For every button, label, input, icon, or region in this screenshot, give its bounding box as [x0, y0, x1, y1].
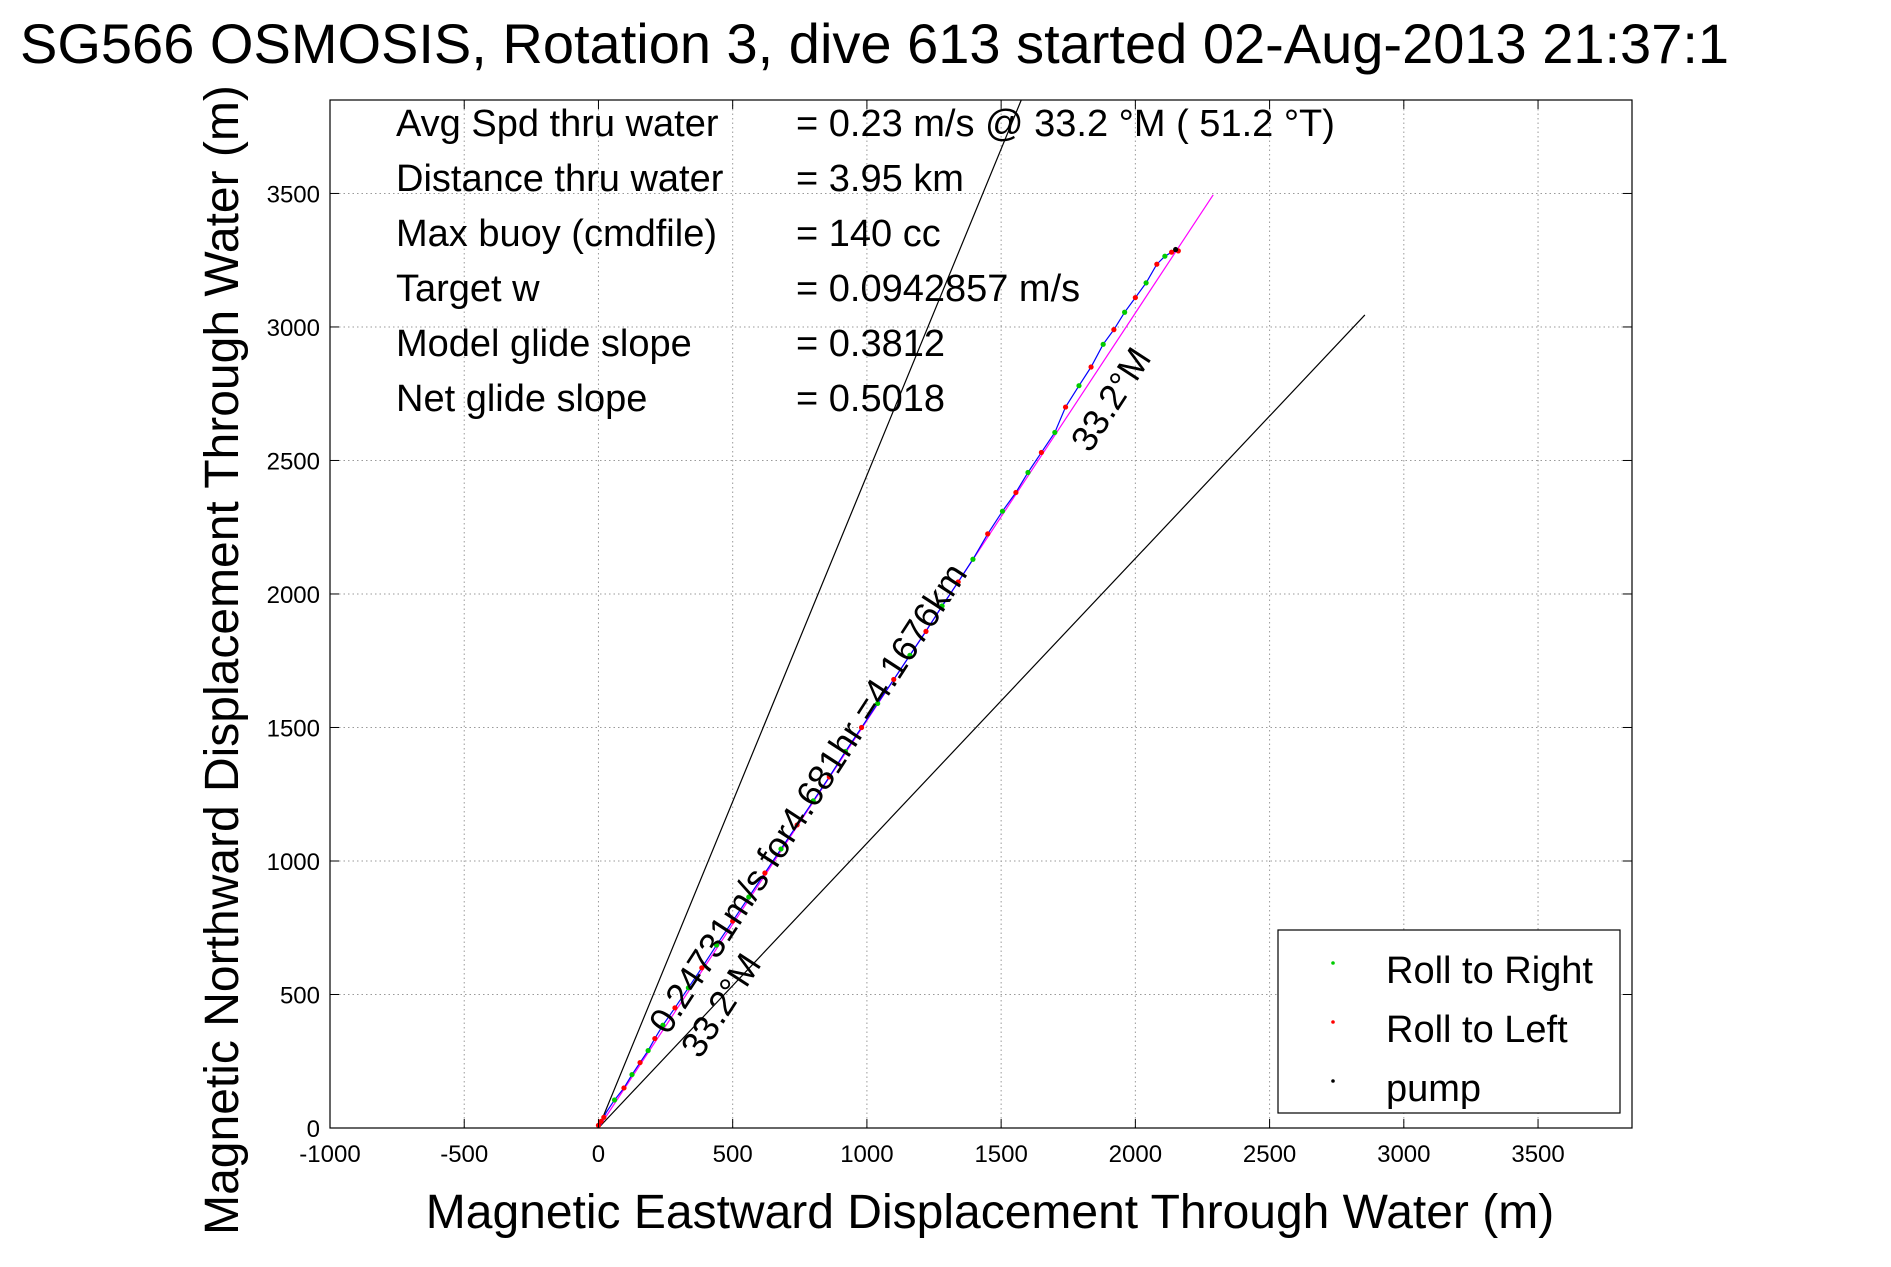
summary-value-model-glide: = 0.3812 — [796, 323, 945, 365]
summary-text: Avg Spd thru water = 0.23 m/s @ 33.2 °M … — [396, 103, 1335, 420]
summary-value-target-w: = 0.0942857 m/s — [796, 268, 1080, 310]
point-roll-to-left — [858, 724, 865, 731]
summary-label-net-glide: Net glide slope — [396, 378, 647, 420]
point-roll-to-right — [999, 508, 1006, 514]
point-roll-to-left — [1169, 249, 1175, 255]
point-roll-to-right — [629, 1071, 635, 1078]
point-roll-to-left — [601, 1114, 607, 1120]
point-roll-to-right — [907, 652, 913, 658]
summary-label-max-buoy: Max buoy (cmdfile) — [396, 213, 717, 255]
point-roll-to-left — [1154, 261, 1160, 267]
point-pump — [1173, 246, 1179, 253]
x-tick-label: -500 — [440, 1141, 488, 1168]
point-roll-to-left — [891, 676, 897, 683]
point-roll-to-right — [1143, 280, 1149, 286]
point-roll-to-left — [730, 918, 736, 924]
y-tick-label: 1000 — [267, 849, 320, 876]
x-tick-label: 3500 — [1511, 1141, 1564, 1168]
point-roll-to-left — [985, 531, 991, 537]
point-roll-to-right — [1025, 469, 1031, 476]
point-roll-to-left — [637, 1059, 643, 1066]
x-tick-label: 0 — [592, 1141, 605, 1168]
point-roll-to-left — [1062, 404, 1069, 410]
x-tick-label: 1000 — [840, 1141, 893, 1168]
chart-title: SG566 OSMOSIS, Rotation 3, dive 613 star… — [20, 12, 1729, 75]
summary-label-model-glide: Model glide slope — [396, 323, 692, 365]
reference-line-lower-bound — [598, 314, 1366, 1129]
summary-label-distance: Distance thru water — [396, 158, 724, 200]
point-roll-to-right — [1076, 383, 1082, 389]
y-tick-label: 3500 — [267, 181, 320, 208]
point-roll-to-left — [699, 965, 705, 971]
y-tick-label: 500 — [280, 982, 320, 1009]
legend-marker-roll-right — [1331, 961, 1335, 965]
y-tick-label: 0 — [307, 1116, 320, 1143]
point-roll-to-left — [598, 1118, 604, 1124]
point-roll-to-right — [611, 1097, 618, 1103]
point-roll-to-left — [1088, 364, 1094, 370]
y-tick-label: 2500 — [267, 448, 320, 475]
point-roll-to-right — [939, 603, 945, 609]
point-roll-to-left — [794, 822, 800, 828]
legend-marker-pump — [1331, 1079, 1335, 1083]
point-roll-to-right — [660, 1022, 666, 1028]
x-tick-label: 3000 — [1377, 1141, 1430, 1168]
point-roll-to-right — [1122, 309, 1128, 315]
point-roll-to-left — [955, 579, 961, 585]
axis-ticks: -1000 -500 0 500 1000 1500 2000 2500 3000 3500 0 50… — [267, 100, 1632, 1168]
point-roll-to-left — [1132, 294, 1138, 301]
point-roll-to-left — [1111, 327, 1117, 333]
point-roll-to-left — [1013, 489, 1019, 496]
legend-label-roll-left: Roll to Left — [1386, 1009, 1568, 1051]
x-tick-label: 500 — [713, 1141, 753, 1168]
summary-value-net-glide: = 0.5018 — [796, 378, 945, 420]
plot-frame — [329, 99, 1633, 1129]
y-tick-label: 3000 — [267, 315, 320, 342]
point-roll-to-left — [1038, 449, 1045, 456]
point-roll-to-right — [645, 1047, 651, 1054]
point-roll-to-right — [1162, 253, 1168, 259]
x-axis-label: Magnetic Eastward Displacement Through W… — [426, 1186, 1554, 1239]
legend-box — [1277, 929, 1621, 1114]
x-tick-label: 2000 — [1109, 1141, 1162, 1168]
point-roll-to-right — [1052, 429, 1058, 436]
data-points — [595, 246, 1181, 1128]
y-axis-label: Magnetic Northward Displacement Through … — [196, 85, 249, 1235]
y-tick-label: 1500 — [267, 715, 320, 742]
summary-label-avg-speed: Avg Spd thru water — [396, 103, 719, 145]
point-roll-to-left — [923, 628, 929, 634]
x-tick-label: 2500 — [1243, 1141, 1296, 1168]
point-roll-to-left — [621, 1085, 627, 1091]
point-roll-to-right — [713, 942, 720, 948]
point-roll-to-left — [762, 870, 768, 876]
x-tick-label: -1000 — [299, 1141, 360, 1168]
summary-label-target-w: Target w — [396, 268, 540, 310]
point-roll-to-right — [970, 556, 976, 562]
point-roll-to-right — [778, 846, 784, 852]
y-tick-label: 2000 — [267, 582, 320, 609]
point-roll-to-right — [746, 894, 752, 900]
point-roll-to-right — [842, 748, 849, 755]
point-roll-to-right — [1100, 341, 1106, 347]
summary-value-avg-speed: = 0.23 m/s @ 33.2 °M ( 51.2 °T) — [796, 103, 1335, 145]
x-tick-label: 1500 — [974, 1141, 1027, 1168]
legend-marker-roll-left — [1331, 1020, 1335, 1024]
point-roll-to-left — [826, 774, 832, 780]
point-roll-to-right — [875, 700, 881, 707]
reference-line-upper-bound — [597, 99, 1022, 1129]
point-roll-to-left — [672, 1005, 678, 1011]
point-roll-to-right — [685, 985, 691, 991]
summary-value-distance: = 3.95 km — [796, 158, 964, 200]
legend: Roll to Right Roll to Left pump — [1277, 929, 1621, 1114]
point-roll-to-left — [652, 1035, 658, 1042]
point-roll-to-right — [810, 798, 816, 804]
summary-value-max-buoy: = 140 cc — [796, 213, 941, 255]
legend-label-roll-right: Roll to Right — [1386, 950, 1593, 992]
legend-label-pump: pump — [1386, 1068, 1481, 1110]
